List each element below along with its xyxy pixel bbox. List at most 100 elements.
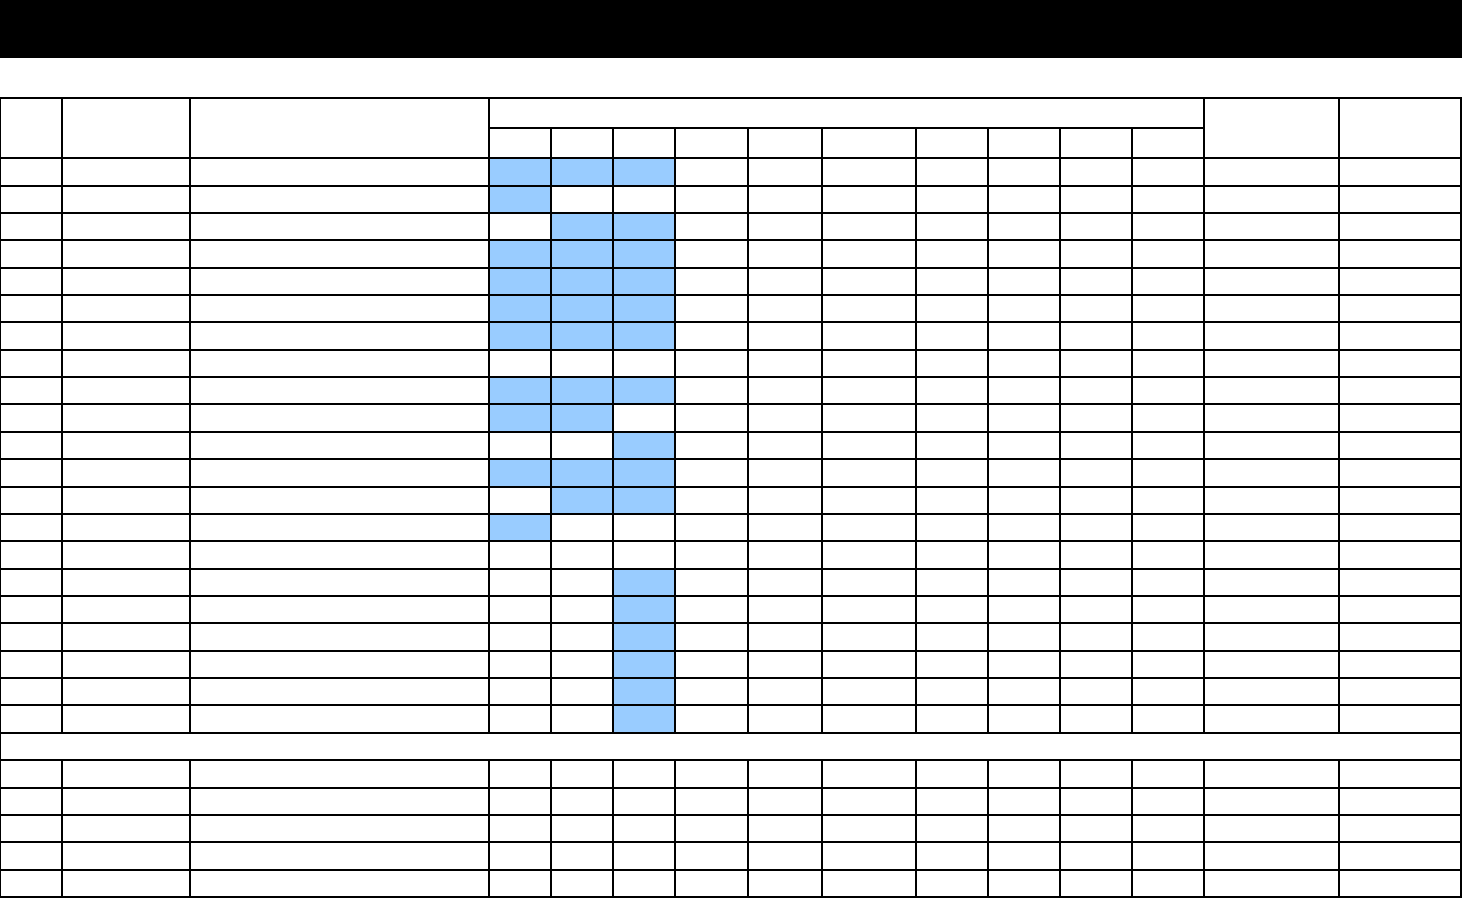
table-cell[interactable]	[61, 267, 191, 296]
table-cell[interactable]	[674, 841, 749, 871]
table-cell[interactable]	[1338, 157, 1462, 187]
table-cell[interactable]	[915, 458, 989, 488]
table-cell[interactable]	[987, 787, 1061, 816]
table-cell[interactable]	[61, 787, 191, 816]
table-cell[interactable]	[0, 239, 63, 269]
table-cell[interactable]	[1131, 814, 1205, 843]
table-cell[interactable]	[1203, 841, 1340, 871]
table-cell[interactable]	[915, 540, 989, 570]
table-cell[interactable]	[821, 239, 917, 269]
table-cell[interactable]	[612, 349, 676, 378]
table-cell[interactable]	[189, 321, 490, 351]
table-cell[interactable]	[189, 677, 490, 706]
table-cell[interactable]	[987, 321, 1061, 351]
table-cell[interactable]	[674, 787, 749, 816]
table-cell[interactable]	[189, 595, 490, 624]
table-cell[interactable]	[550, 568, 614, 597]
table-cell[interactable]	[1131, 267, 1205, 296]
table-cell-highlighted[interactable]	[612, 595, 676, 624]
table-cell[interactable]	[61, 568, 191, 597]
table-cell[interactable]	[550, 814, 614, 843]
table-cell[interactable]	[987, 157, 1061, 187]
header-subcell[interactable]	[1131, 127, 1205, 159]
table-cell[interactable]	[821, 869, 917, 898]
table-cell[interactable]	[1059, 239, 1133, 269]
table-cell[interactable]	[821, 431, 917, 460]
table-cell-highlighted[interactable]	[550, 267, 614, 296]
table-cell[interactable]	[1059, 157, 1133, 187]
table-cell[interactable]	[747, 704, 823, 734]
table-cell[interactable]	[61, 376, 191, 405]
table-cell[interactable]	[915, 622, 989, 652]
table-cell-highlighted[interactable]	[488, 294, 552, 323]
table-cell[interactable]	[674, 376, 749, 405]
table-cell[interactable]	[1059, 814, 1133, 843]
table-cell[interactable]	[1338, 431, 1462, 460]
table-cell[interactable]	[1131, 650, 1205, 679]
table-cell[interactable]	[1059, 267, 1133, 296]
table-cell[interactable]	[612, 513, 676, 542]
table-cell[interactable]	[747, 841, 823, 871]
table-cell[interactable]	[189, 294, 490, 323]
table-cell[interactable]	[1131, 403, 1205, 433]
table-cell[interactable]	[747, 486, 823, 515]
table-cell-highlighted[interactable]	[612, 239, 676, 269]
table-cell-highlighted[interactable]	[612, 458, 676, 488]
table-cell[interactable]	[987, 294, 1061, 323]
table-cell[interactable]	[1338, 239, 1462, 269]
table-cell-highlighted[interactable]	[550, 294, 614, 323]
table-cell[interactable]	[915, 321, 989, 351]
table-cell[interactable]	[612, 185, 676, 214]
table-cell[interactable]	[821, 321, 917, 351]
table-cell[interactable]	[0, 157, 63, 187]
table-cell[interactable]	[1131, 622, 1205, 652]
table-cell[interactable]	[0, 622, 63, 652]
table-cell-highlighted[interactable]	[612, 650, 676, 679]
table-cell[interactable]	[488, 595, 552, 624]
table-cell[interactable]	[987, 759, 1061, 789]
table-cell-highlighted[interactable]	[612, 677, 676, 706]
table-cell[interactable]	[987, 704, 1061, 734]
table-cell-highlighted[interactable]	[488, 376, 552, 405]
table-cell[interactable]	[550, 869, 614, 898]
header-subcell[interactable]	[612, 127, 676, 159]
table-cell[interactable]	[674, 513, 749, 542]
table-cell[interactable]	[550, 513, 614, 542]
table-cell[interactable]	[189, 403, 490, 433]
table-cell[interactable]	[189, 787, 490, 816]
table-cell[interactable]	[674, 294, 749, 323]
table-cell[interactable]	[1203, 568, 1340, 597]
table-cell[interactable]	[1203, 212, 1340, 241]
table-cell-highlighted[interactable]	[550, 157, 614, 187]
table-cell[interactable]	[1203, 814, 1340, 843]
table-cell[interactable]	[915, 157, 989, 187]
table-cell[interactable]	[1059, 677, 1133, 706]
table-cell-highlighted[interactable]	[612, 321, 676, 351]
table-cell[interactable]	[189, 841, 490, 871]
table-cell[interactable]	[915, 349, 989, 378]
table-cell[interactable]	[1131, 677, 1205, 706]
header-subcell[interactable]	[488, 127, 552, 159]
table-cell[interactable]	[1131, 486, 1205, 515]
table-cell[interactable]	[488, 486, 552, 515]
table-cell[interactable]	[488, 814, 552, 843]
table-cell[interactable]	[488, 677, 552, 706]
table-cell[interactable]	[61, 869, 191, 898]
table-cell[interactable]	[1203, 595, 1340, 624]
table-cell[interactable]	[61, 704, 191, 734]
table-cell[interactable]	[747, 458, 823, 488]
table-cell[interactable]	[1059, 869, 1133, 898]
table-cell-highlighted[interactable]	[612, 212, 676, 241]
table-cell[interactable]	[674, 759, 749, 789]
header-subcell[interactable]	[747, 127, 823, 159]
table-cell[interactable]	[674, 458, 749, 488]
table-cell[interactable]	[0, 787, 63, 816]
table-cell[interactable]	[0, 814, 63, 843]
table-cell[interactable]	[488, 349, 552, 378]
table-cell[interactable]	[61, 403, 191, 433]
table-cell[interactable]	[61, 239, 191, 269]
table-cell[interactable]	[1338, 349, 1462, 378]
table-cell[interactable]	[61, 841, 191, 871]
table-cell[interactable]	[1338, 568, 1462, 597]
table-cell[interactable]	[0, 704, 63, 734]
